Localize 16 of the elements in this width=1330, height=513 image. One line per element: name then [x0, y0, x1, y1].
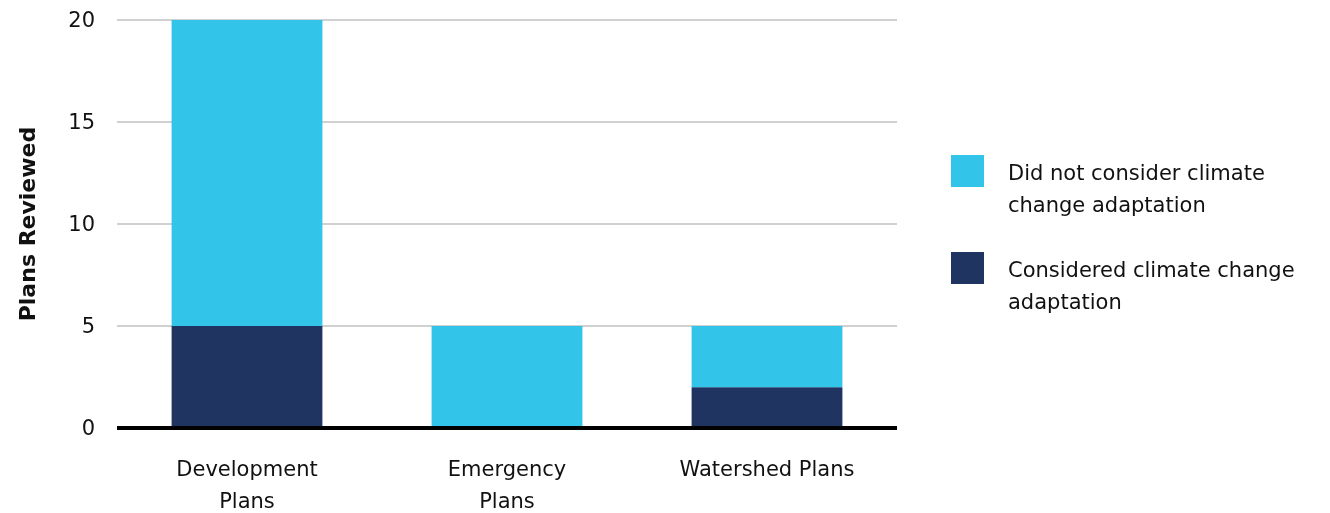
y-tick-label: 10 [68, 212, 95, 237]
bar [431, 326, 583, 428]
bar [171, 20, 323, 326]
y-tick-label: 15 [68, 110, 95, 135]
x-tick-label: Development Plans [176, 457, 318, 513]
bar [691, 387, 843, 428]
y-tick-label: 5 [81, 314, 95, 339]
y-tick-label: 0 [81, 416, 95, 441]
bar [691, 326, 843, 388]
legend-label: Considered climate change adaptation [1008, 258, 1295, 314]
x-tick-label: Emergency Plans [447, 457, 567, 513]
y-tick-label: 20 [68, 8, 95, 33]
bar [171, 326, 323, 428]
y-axis-title: Plans Reviewed [15, 126, 40, 322]
legend-label: Did not consider climate change adaptation [1008, 161, 1265, 217]
x-tick-label: Watershed Plans [679, 457, 855, 481]
